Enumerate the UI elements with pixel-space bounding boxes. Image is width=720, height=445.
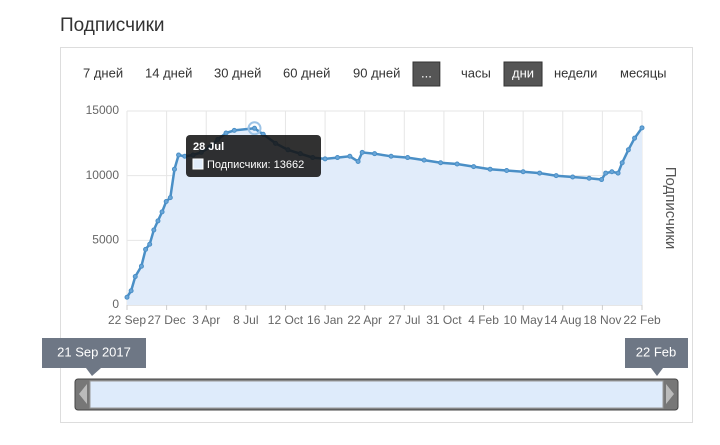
point — [252, 125, 258, 131]
x-tick-label: 16 Jan — [307, 313, 343, 327]
x-tick-label: 3 Apr — [192, 313, 220, 327]
x-tick-label: 22 Sep — [108, 313, 146, 327]
point — [138, 263, 144, 269]
point — [603, 170, 609, 176]
hover-point — [247, 121, 262, 136]
tooltip-swatch — [192, 158, 204, 170]
x-tick-label: 10 May — [503, 313, 542, 327]
point — [619, 160, 625, 166]
point — [471, 164, 477, 170]
range-button[interactable]: месяцы — [620, 65, 667, 80]
point — [334, 155, 340, 161]
range-button[interactable]: часы — [461, 65, 491, 80]
point — [438, 160, 444, 166]
point — [632, 135, 638, 141]
range-button[interactable]: 60 дней — [283, 65, 330, 80]
nav-label-bg — [42, 338, 146, 376]
point — [143, 246, 149, 252]
chart-title: Подписчики — [60, 15, 165, 36]
point — [609, 169, 615, 175]
x-tick-label: 12 Oct — [268, 313, 304, 327]
y-axis-label: Подписчики — [662, 167, 679, 250]
point — [615, 170, 621, 176]
point — [322, 156, 328, 162]
point — [355, 158, 361, 164]
range-button[interactable]: ... — [421, 65, 432, 80]
x-tick-label: 22 Feb — [623, 313, 661, 327]
range-button[interactable]: 14 дней — [145, 65, 192, 80]
point — [359, 149, 365, 155]
x-tick-label: 31 Oct — [426, 313, 462, 327]
tooltip-text: Подписчики: 13662 — [207, 159, 304, 171]
x-tick-label: 27 Jul — [388, 313, 420, 327]
point — [155, 218, 161, 224]
x-tick-label: 14 Aug — [544, 313, 581, 327]
point — [537, 170, 543, 176]
point — [167, 195, 173, 201]
range-button-bg — [503, 61, 543, 87]
point — [504, 167, 510, 173]
point — [128, 288, 134, 294]
point — [151, 227, 157, 233]
x-tick-label: 27 Dec — [148, 313, 186, 327]
x-tick-label: 22 Apr — [347, 313, 382, 327]
x-tick-label: 8 Jul — [233, 313, 258, 327]
range-button[interactable]: 90 дней — [353, 65, 400, 80]
point — [520, 169, 526, 175]
point — [231, 127, 237, 133]
nav-start: 21 Sep 2017 — [57, 344, 131, 359]
point — [372, 151, 378, 157]
point — [147, 241, 153, 247]
point — [421, 157, 427, 163]
point — [599, 177, 605, 183]
point — [171, 166, 177, 172]
point — [159, 209, 165, 215]
range-button-bg — [412, 61, 441, 87]
nav-label-bg — [625, 338, 688, 376]
point — [132, 274, 138, 280]
range-button[interactable]: 30 дней — [214, 65, 261, 80]
point — [388, 153, 394, 159]
point — [405, 155, 411, 161]
y-tick-label: 10000 — [86, 168, 120, 182]
point — [639, 125, 645, 131]
nav-handle-left[interactable] — [79, 384, 87, 404]
point — [487, 166, 493, 172]
point — [586, 175, 592, 181]
point — [223, 130, 229, 136]
range-button[interactable]: дни — [512, 65, 534, 80]
y-tick-label: 15000 — [86, 103, 120, 117]
x-tick-label: 18 Nov — [583, 313, 621, 327]
point — [570, 174, 576, 180]
range-button[interactable]: недели — [554, 65, 597, 80]
navigator-window[interactable] — [89, 380, 664, 409]
point — [163, 199, 169, 205]
tooltip — [186, 135, 321, 177]
range-button[interactable]: 7 дней — [83, 65, 123, 80]
nav-end: 22 Feb — [636, 344, 676, 359]
y-tick-label: 5000 — [92, 233, 119, 247]
tooltip-title: 28 Jul — [193, 141, 224, 153]
point — [454, 161, 460, 167]
point — [625, 147, 631, 153]
point — [176, 152, 182, 158]
x-tick-label: 4 Feb — [468, 313, 499, 327]
y-tick-label: 0 — [112, 297, 119, 311]
point — [553, 173, 559, 179]
nav-handle-right[interactable] — [666, 384, 674, 404]
point — [124, 294, 130, 300]
point — [347, 153, 353, 159]
